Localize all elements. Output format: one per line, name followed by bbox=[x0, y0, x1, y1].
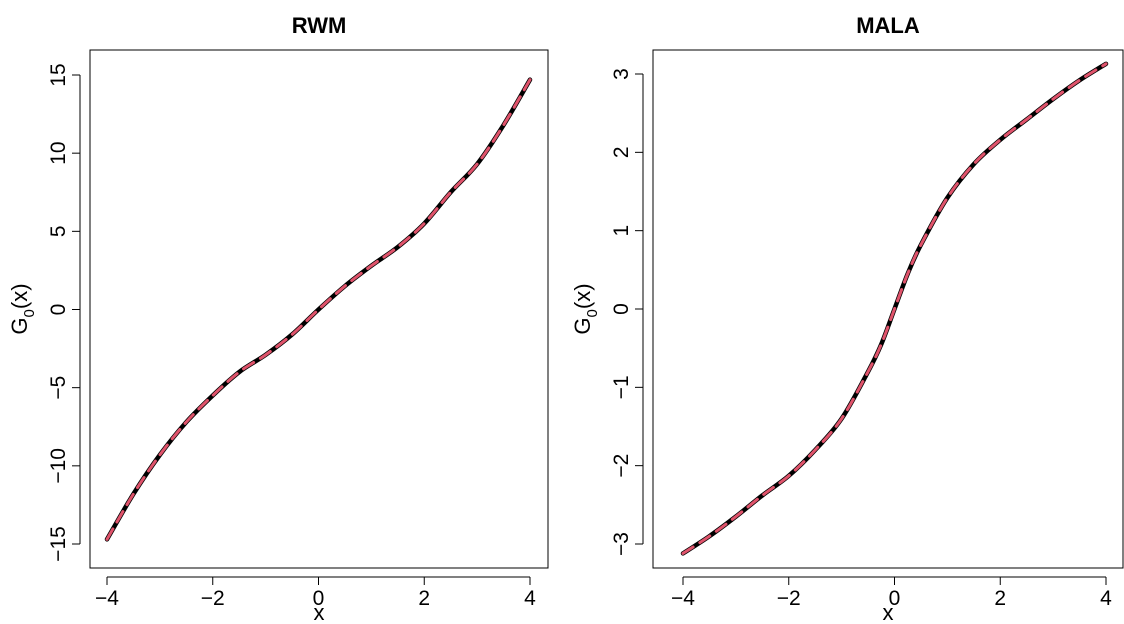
y-tick-label: −1 bbox=[610, 375, 633, 399]
x-axis: −4 −2 0 2 4 bbox=[95, 576, 536, 610]
x-axis-label: x bbox=[314, 600, 325, 624]
y-tick-label: −10 bbox=[47, 448, 70, 484]
y-axis-label-subscript: 0 bbox=[21, 309, 38, 317]
y-axis-label-subscript: 0 bbox=[584, 309, 601, 317]
y-axis-label: G0(x) bbox=[7, 283, 38, 334]
y-tick-label: 5 bbox=[47, 225, 70, 237]
y-tick-label: −3 bbox=[610, 532, 633, 556]
series-layer bbox=[680, 61, 1109, 556]
x-tick-label: 2 bbox=[994, 587, 1006, 610]
y-axis: −3 −2 −1 0 1 2 3 bbox=[610, 68, 644, 556]
x-tick-label: −4 bbox=[671, 587, 695, 610]
x-tick-label: −2 bbox=[201, 587, 225, 610]
y-axis-label-tail: (x) bbox=[570, 283, 595, 309]
series-line-solid bbox=[104, 77, 533, 542]
x-axis-label: x bbox=[883, 600, 894, 624]
panel-title: RWM bbox=[292, 13, 347, 38]
x-tick-label: 4 bbox=[524, 587, 536, 610]
x-tick-label: 4 bbox=[1100, 587, 1112, 610]
plot-frame bbox=[652, 49, 1124, 569]
y-axis-label-tail: (x) bbox=[7, 283, 32, 309]
y-tick-label: 2 bbox=[610, 146, 633, 158]
y-tick-label: −5 bbox=[47, 376, 70, 400]
y-tick-label: −15 bbox=[47, 526, 70, 562]
x-tick-label: 0 bbox=[889, 587, 901, 610]
x-tick-label: 2 bbox=[418, 587, 430, 610]
x-tick-label: −2 bbox=[777, 587, 801, 610]
y-tick-label: 1 bbox=[610, 225, 633, 237]
y-axis: −15 −10 −5 0 5 10 15 bbox=[47, 63, 81, 562]
y-tick-label: −2 bbox=[610, 454, 633, 478]
y-axis-label-base: G bbox=[7, 317, 32, 334]
x-tick-label: −4 bbox=[95, 587, 119, 610]
y-tick-label: 10 bbox=[47, 141, 70, 164]
y-tick-label: 3 bbox=[610, 68, 633, 80]
series-line-dashed bbox=[105, 78, 532, 541]
panel-title: MALA bbox=[856, 13, 920, 38]
y-tick-label: 0 bbox=[47, 304, 70, 316]
series-layer bbox=[104, 77, 533, 542]
y-tick-label: 15 bbox=[47, 63, 70, 86]
y-axis-label-base: G bbox=[570, 317, 595, 334]
plot-frame bbox=[89, 49, 549, 569]
x-axis: −4 −2 0 2 4 bbox=[671, 576, 1112, 610]
y-axis-label: G0(x) bbox=[570, 283, 601, 334]
series-line-dashed bbox=[681, 62, 1108, 555]
y-tick-label: 0 bbox=[610, 303, 633, 315]
x-tick-label: 0 bbox=[313, 587, 325, 610]
